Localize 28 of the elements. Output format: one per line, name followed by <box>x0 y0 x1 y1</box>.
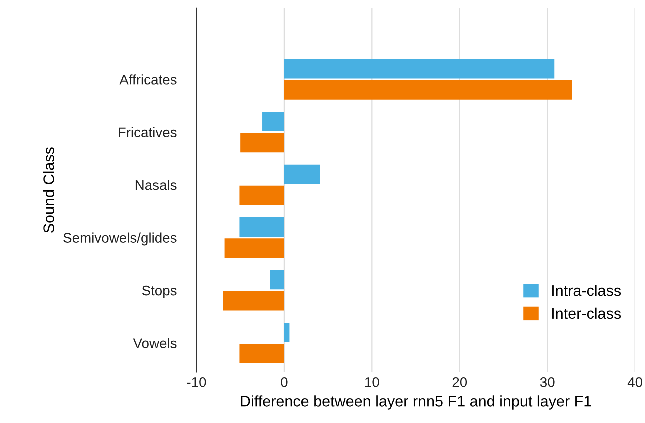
bar <box>240 133 284 153</box>
x-tick-label: 20 <box>452 377 468 388</box>
x-tick-label: -10 <box>187 377 206 388</box>
bar <box>284 80 572 100</box>
x-tick-label: 40 <box>628 377 643 388</box>
bar <box>270 270 284 290</box>
bar <box>262 112 284 132</box>
bar <box>284 323 290 342</box>
legend-label: Inter-class <box>552 308 622 320</box>
y-tick-label: Semivowels/glides <box>64 232 177 246</box>
x-tick-label: 0 <box>281 377 288 388</box>
bar <box>223 291 284 311</box>
bar <box>240 186 284 206</box>
x-axis-title: Difference between layer rnn5 F1 and input layer F1 <box>241 396 592 410</box>
bar <box>284 59 555 79</box>
bar <box>240 344 284 364</box>
y-tick-label: Vowels <box>133 338 177 348</box>
y-tick-label: Affricates <box>120 74 177 85</box>
bar <box>240 218 284 237</box>
x-tick-label: 30 <box>540 377 555 388</box>
y-axis-title: Sound Class <box>43 148 54 233</box>
bar <box>284 164 320 184</box>
bar <box>224 238 284 258</box>
x-tick-label: 10 <box>366 377 380 388</box>
y-tick-label: Nasals <box>136 180 177 190</box>
y-tick-label: Stops <box>142 286 177 298</box>
legend-label: Intra-class <box>552 284 622 296</box>
y-tick-label: Fricatives <box>119 127 177 138</box>
